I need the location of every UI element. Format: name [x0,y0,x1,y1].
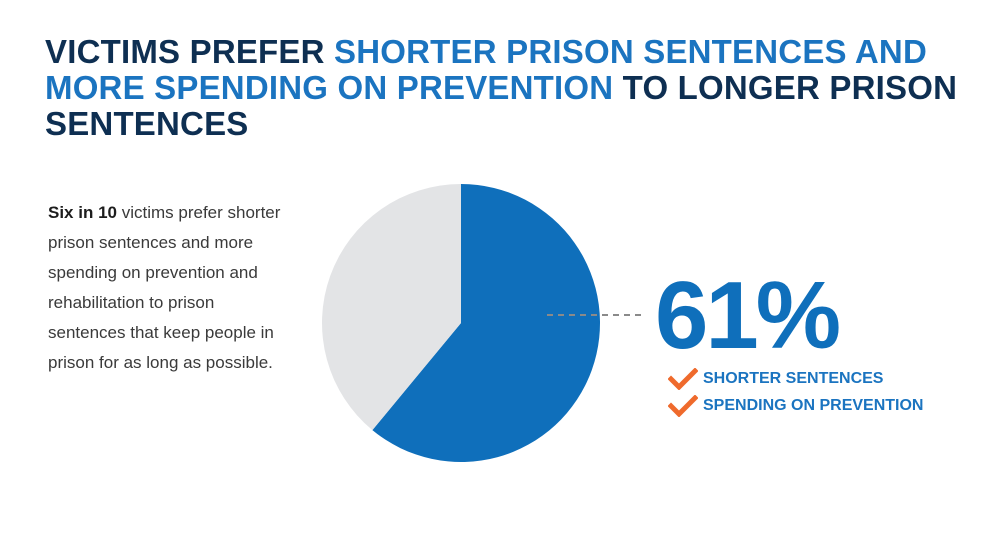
title-part-1: VICTIMS PREFER [45,33,335,70]
legend-list: SHORTER SENTENCES SPENDING ON PREVENTION [668,366,923,420]
pie-slices [322,184,600,463]
description-text: Six in 10 victims prefer shorter prison … [48,198,288,378]
title-part-3: TO LONGER PRISON SENTENCES [45,69,958,142]
legend-label: SHORTER SENTENCES [703,370,884,387]
percentage-value: 61% [655,262,841,369]
title-highlight: SHORTER PRISON SENTENCES AND MORE SPENDI… [45,33,927,106]
check-icon [668,395,698,417]
pie-slice-primary [372,184,600,463]
legend-item: SHORTER SENTENCES [668,366,923,392]
check-icon [668,368,698,390]
legend-item: SPENDING ON PREVENTION [668,393,923,419]
pie-slice-remainder [322,184,461,431]
description-lead: Six in 10 [48,203,117,222]
chart-title: VICTIMS PREFER SHORTER PRISON SENTENCES … [45,34,975,142]
description-body: victims prefer shorter prison sentences … [48,203,281,372]
legend-label: SPENDING ON PREVENTION [703,397,924,414]
